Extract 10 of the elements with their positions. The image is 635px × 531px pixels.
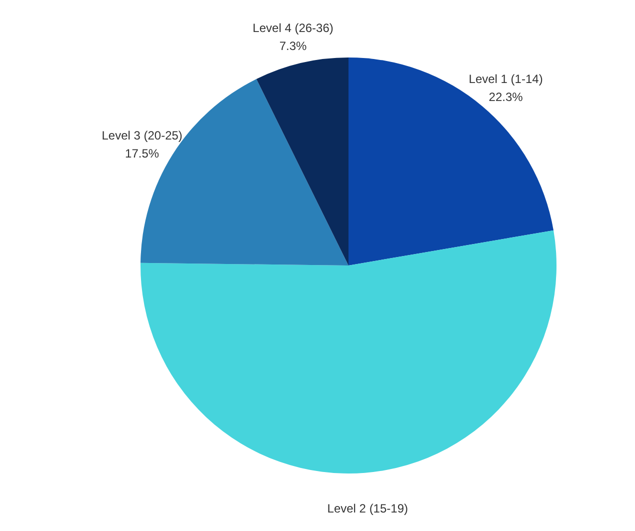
slice-label: Level 2 (15-19) [327, 502, 408, 516]
data-label: 17.5% [125, 146, 160, 160]
pie-slice [140, 230, 556, 474]
slice-label: Level 4 (26-36) [252, 20, 334, 35]
data-label: 7.3% [279, 38, 308, 53]
slice-label: Level 1 (1-14) [468, 72, 543, 86]
data-label: 22.3% [488, 90, 524, 104]
pie-slice [348, 58, 554, 266]
pie-slice [256, 58, 348, 266]
slice-label: Level 3 (20-25) [102, 128, 182, 142]
